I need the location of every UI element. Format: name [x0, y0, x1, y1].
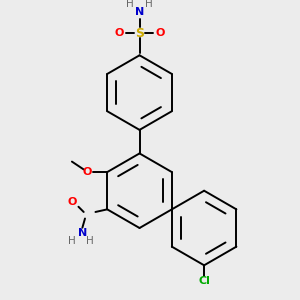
Text: H: H — [127, 0, 134, 9]
Text: O: O — [115, 28, 124, 38]
Text: O: O — [68, 196, 77, 206]
Text: H: H — [86, 236, 94, 246]
Text: H: H — [145, 0, 153, 9]
Text: N: N — [135, 7, 144, 17]
Text: S: S — [135, 27, 144, 40]
Text: O: O — [155, 28, 164, 38]
Text: H: H — [68, 236, 76, 246]
Text: Cl: Cl — [198, 276, 210, 286]
Text: N: N — [78, 228, 87, 238]
Text: O: O — [83, 167, 92, 177]
